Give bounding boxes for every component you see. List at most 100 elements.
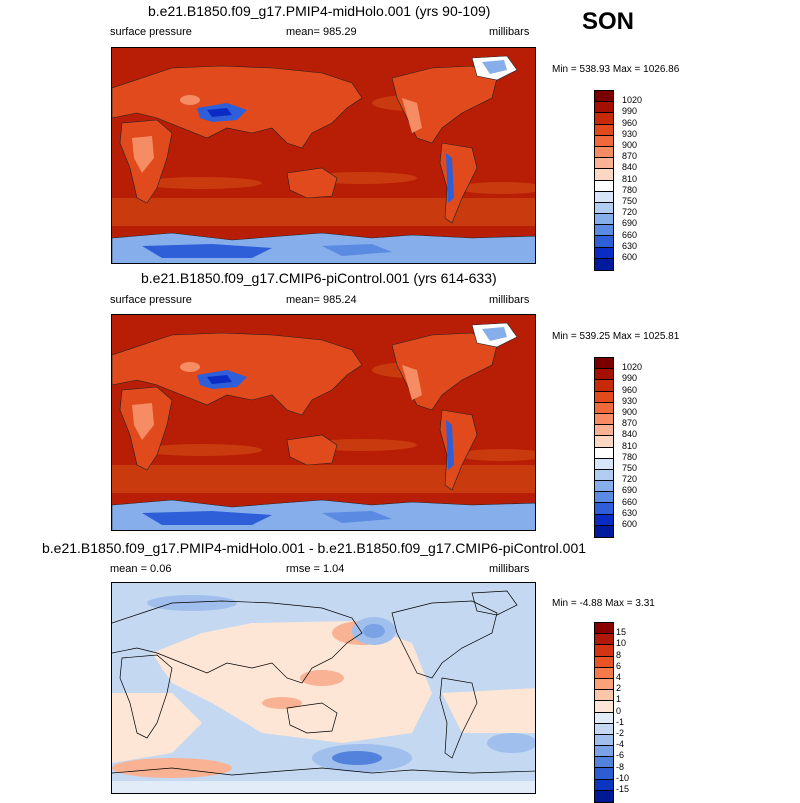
panel3-colorbar-swatch (595, 667, 613, 679)
panel3-map (111, 582, 536, 794)
panel1-colorbar-swatch (595, 180, 613, 192)
panel3-colorbar-swatch (595, 757, 613, 769)
panel1-colorbar-swatch (595, 91, 613, 103)
panel2-colorbar-label: 690 (622, 485, 638, 496)
panel3-colorbar-swatch (595, 623, 613, 635)
panel1-colorbar-label: 840 (622, 162, 638, 173)
panel2-colorbar-swatch (595, 503, 613, 515)
panel3-colorbar-label: -15 (616, 784, 630, 794)
panel3-colorbar-label: -4 (616, 739, 625, 750)
panel1-colorbar-label: 900 (622, 140, 638, 150)
panel3-colorbar-swatch (595, 678, 613, 691)
panel1-colorbar-label: 870 (622, 151, 638, 162)
panel2-colorbar-swatch (595, 458, 613, 470)
panel2-colorbar-swatch (595, 413, 613, 426)
panel1-colorbar-swatch (595, 191, 613, 203)
panel3-colorbar-swatch (595, 746, 613, 758)
panel3-colorbar-label: 1 (616, 694, 622, 705)
panel1-left-label: surface pressure (110, 26, 192, 38)
panel2-colorbar-label: 840 (622, 429, 638, 440)
panel2-colorbar-label: 720 (622, 474, 638, 485)
panel2-colorbar-swatch (595, 514, 613, 526)
panel1-colorbar-swatch (595, 158, 613, 170)
panel2-colorbar-swatch (595, 369, 613, 381)
panel1-colorbar-swatch (595, 169, 613, 181)
panel2-colorbar-swatch (595, 481, 613, 493)
panel3-colorbar-label: -10 (616, 772, 630, 783)
panel3-colorbar-label: 4 (616, 672, 622, 682)
panel3-colorbar-label: 8 (616, 649, 622, 660)
panel1-colorbar-label: 660 (622, 229, 638, 240)
panel1-colorbar-swatch (595, 225, 613, 237)
panel2-colorbar-swatch (595, 525, 613, 537)
panel1-colorbar-label: 810 (622, 173, 638, 184)
panel1-colorbar-swatch (595, 113, 613, 125)
panel3-colorbar-label: 6 (616, 660, 622, 671)
panel3-title: b.e21.B1850.f09_g17.PMIP4-midHolo.001 - … (42, 540, 587, 556)
panel1-colorbar-swatch (595, 102, 613, 114)
panel1-colorbar-label: 690 (622, 218, 638, 229)
panel3-colorbar-swatch (595, 734, 613, 747)
panel1-colorbar-swatch (595, 258, 613, 270)
panel2-map (111, 314, 536, 531)
panel2-colorbar-label: 750 (622, 463, 638, 473)
panel2-colorbar-swatch (595, 380, 613, 392)
panel3-colorbar-swatch (595, 645, 613, 657)
panel3-colorbar-label: -1 (616, 716, 625, 727)
panel2-colorbar-label: 630 (622, 507, 638, 518)
panel2-minmax: Min = 539.25 Max = 1025.81 (552, 331, 680, 342)
panel3-colorbar-swatch (595, 768, 613, 780)
panel2-colorbar-label: 930 (622, 395, 638, 406)
panel2-colorbar-label: 660 (622, 496, 638, 507)
panel1-colorbar-swatch (595, 247, 613, 259)
panel1-colorbar-label: 960 (622, 117, 638, 128)
panel2-map-svg (112, 315, 535, 530)
panel2-colorbar-label: 870 (622, 418, 638, 429)
panel2-colorbar-swatch (595, 358, 613, 370)
panel1-colorbar-label: 630 (622, 240, 638, 251)
panel2-colorbar-label: 600 (622, 519, 638, 529)
panel3-mean-label: mean = 0.06 (110, 563, 172, 575)
panel1-minmax: Min = 538.93 Max = 1026.86 (552, 64, 680, 75)
panel2-colorbar-swatch (595, 469, 613, 482)
panel1-units-label: millibars (489, 26, 530, 38)
panel2-left-label: surface pressure (110, 294, 192, 306)
panel2-colorbar-swatch (595, 492, 613, 504)
panel3-colorbar-label: 10 (616, 638, 627, 649)
panel2-colorbar-swatch (595, 391, 613, 403)
panel3-minmax: Min = -4.88 Max = 3.31 (552, 598, 655, 609)
panel3-colorbar-label: 15 (616, 627, 627, 638)
panel2-colorbar-label: 900 (622, 407, 638, 417)
panel1-map-svg (112, 48, 535, 263)
panel3-map-svg (112, 583, 535, 793)
panel2-colorbar-swatch (595, 447, 613, 459)
panel1-colorbar-swatch (595, 146, 613, 159)
panel2-colorbar-label: 960 (622, 384, 638, 395)
panel2-units-label: millibars (489, 294, 530, 306)
panel1-colorbar-swatch (595, 202, 613, 215)
panel2-colorbar-swatch (595, 436, 613, 448)
panel3-colorbar-label: 2 (616, 683, 622, 694)
panel3-colorbar-label: -6 (616, 750, 625, 761)
panel3-colorbar-swatch (595, 701, 613, 713)
panel3-units-label: millibars (489, 563, 530, 575)
season-label: SON (582, 8, 635, 35)
panel1-colorbar-label: 720 (622, 207, 638, 218)
panel2-colorbar-label: 780 (622, 451, 638, 462)
panel1-colorbar-label: 990 (622, 106, 638, 117)
panel3-colorbar-swatch (595, 634, 613, 646)
panel1-colorbar-swatch (595, 135, 613, 147)
panel1-colorbar-label: 600 (622, 252, 638, 262)
panel1-title: b.e21.B1850.f09_g17.PMIP4-midHolo.001 (y… (148, 3, 491, 19)
panel2-colorbar-swatch (595, 425, 613, 437)
panel3-colorbar-swatch (595, 790, 613, 802)
panel1-mean-label: mean= 985.29 (286, 26, 357, 38)
panel3-colorbar-label: -8 (616, 761, 625, 772)
panel2-colorbar-label: 990 (622, 373, 638, 384)
panel3-colorbar-swatch (595, 779, 613, 791)
panel3-colorbar (594, 622, 614, 803)
panel1-colorbar-swatch (595, 236, 613, 248)
panel2-colorbar (594, 357, 614, 538)
panel2-colorbar-label: 810 (622, 440, 638, 451)
panel3-colorbar-label: 0 (616, 705, 622, 716)
